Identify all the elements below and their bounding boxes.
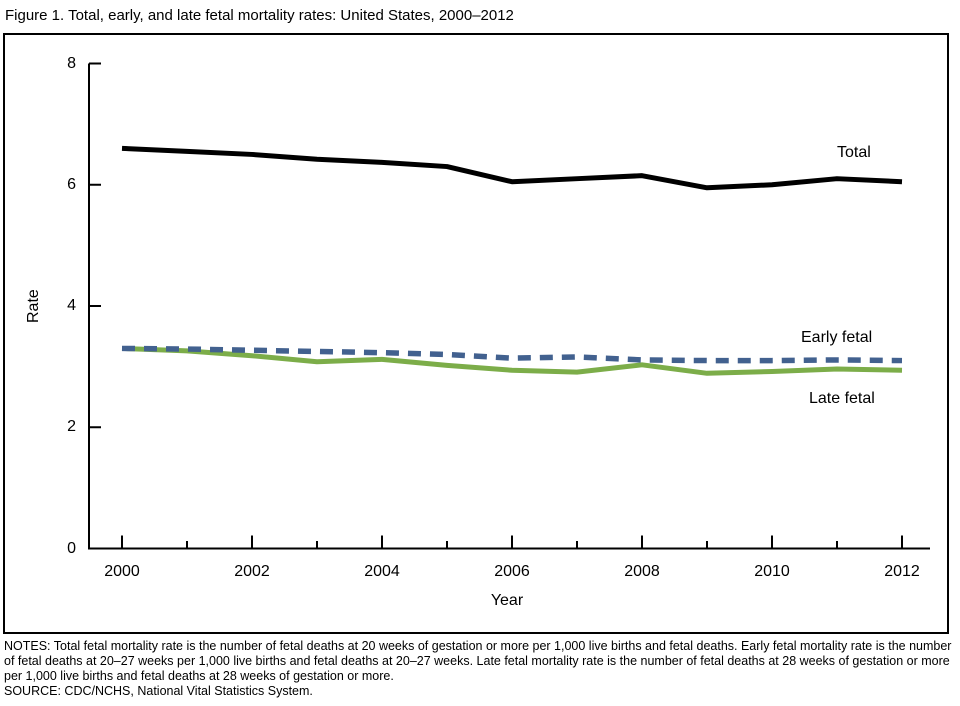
line-total	[121, 145, 903, 191]
footnotes: NOTES: Total fetal mortality rate is the…	[4, 639, 956, 699]
x-tick-label: 2008	[624, 563, 660, 580]
x-tick-label: 2002	[234, 563, 270, 580]
x-tick-label: 2010	[754, 563, 790, 580]
chart-frame	[3, 33, 949, 634]
series-label-early-fetal: Early fetal	[801, 329, 873, 346]
y-tick-label: 8	[67, 54, 76, 72]
x-tick-label: 2006	[494, 563, 530, 580]
series-label-total: Total	[837, 144, 871, 161]
figure-title: Figure 1. Total, early, and late fetal m…	[5, 7, 514, 24]
line-early-fetal	[121, 345, 903, 364]
y-tick-label: 0	[67, 539, 76, 557]
notes-text: NOTES: Total fetal mortality rate is the…	[4, 639, 952, 683]
x-tick-label: 2000	[104, 563, 140, 580]
source-text: SOURCE: CDC/NCHS, National Vital Statist…	[4, 684, 313, 698]
series-label-late-fetal: Late fetal	[809, 390, 875, 407]
y-tick-label: 2	[67, 418, 76, 436]
y-tick-label: 4	[67, 297, 76, 314]
line-late-fetal	[121, 345, 903, 376]
x-axis-label: Year	[490, 592, 524, 609]
x-tick-label: 2012	[884, 563, 920, 580]
x-tick-label: 2004	[364, 563, 400, 580]
y-tick-label: 6	[67, 175, 76, 193]
